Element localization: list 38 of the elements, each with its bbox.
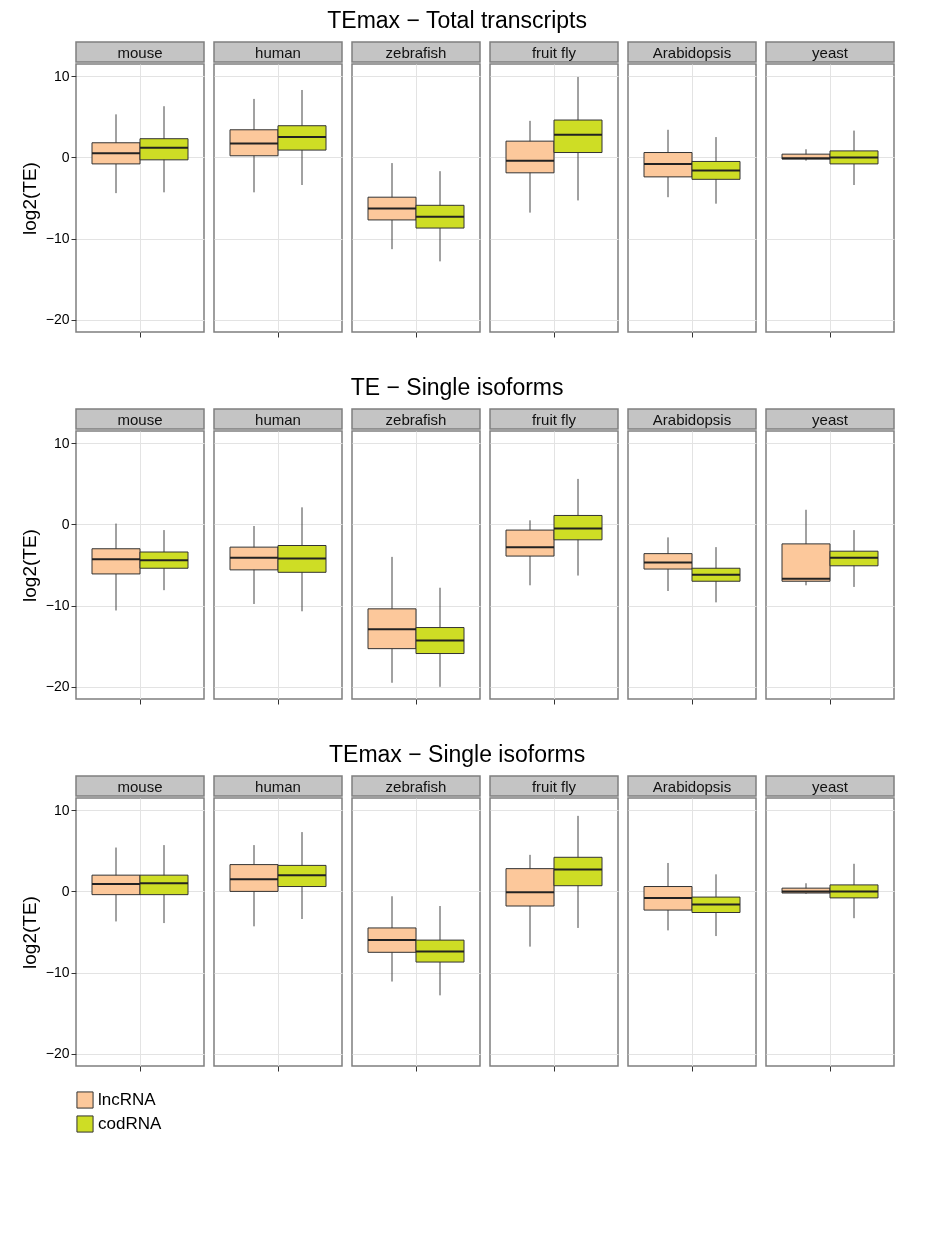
x-tick-label: zebrafish (385, 411, 447, 428)
y-axis-title: log2(TE) (18, 162, 40, 235)
y-tick-label: −20 (45, 678, 70, 695)
legend-label: lncRNA (98, 1090, 157, 1109)
y-tick-label: −10 (45, 597, 70, 614)
x-tick-label: mouse (117, 411, 163, 428)
y-tick-label: −10 (45, 964, 70, 981)
y-tick-label: 10 (53, 434, 70, 451)
x-tick-label: Arabidopsis (652, 778, 732, 795)
y-tick-label: 10 (53, 67, 70, 84)
x-tick-label: fruit fly (531, 778, 577, 795)
x-tick-label: mouse (117, 778, 163, 795)
x-tick-label: Arabidopsis (652, 44, 732, 61)
x-tick-label: mouse (117, 44, 163, 61)
chart-title: TEmax − Single isoforms (328, 741, 586, 768)
y-axis-title: log2(TE) (18, 896, 40, 969)
x-tick-label: zebrafish (385, 778, 447, 795)
y-tick-label: −20 (45, 1045, 70, 1062)
x-tick-label: yeast (812, 411, 849, 428)
y-tick-label: −10 (45, 230, 70, 247)
x-tick-label: Arabidopsis (652, 411, 732, 428)
chart-title: TEmax − Total transcripts (327, 7, 587, 34)
x-tick-label: human (255, 411, 301, 428)
legend-label: codRNA (98, 1114, 162, 1133)
x-tick-label: human (255, 44, 301, 61)
x-tick-label: human (255, 778, 301, 795)
y-axis-title: log2(TE) (18, 529, 40, 602)
x-tick-label: yeast (812, 778, 849, 795)
x-tick-label: fruit fly (531, 411, 577, 428)
y-tick-label: 0 (61, 148, 70, 165)
y-tick-label: −20 (45, 311, 70, 328)
y-tick-label: 0 (61, 882, 70, 899)
x-tick-label: zebrafish (385, 44, 447, 61)
y-tick-label: 0 (61, 515, 70, 532)
x-tick-label: fruit fly (531, 44, 577, 61)
chart-title: TE − Single isoforms (350, 374, 564, 401)
y-tick-label: 10 (53, 801, 70, 818)
x-tick-label: yeast (812, 44, 849, 61)
